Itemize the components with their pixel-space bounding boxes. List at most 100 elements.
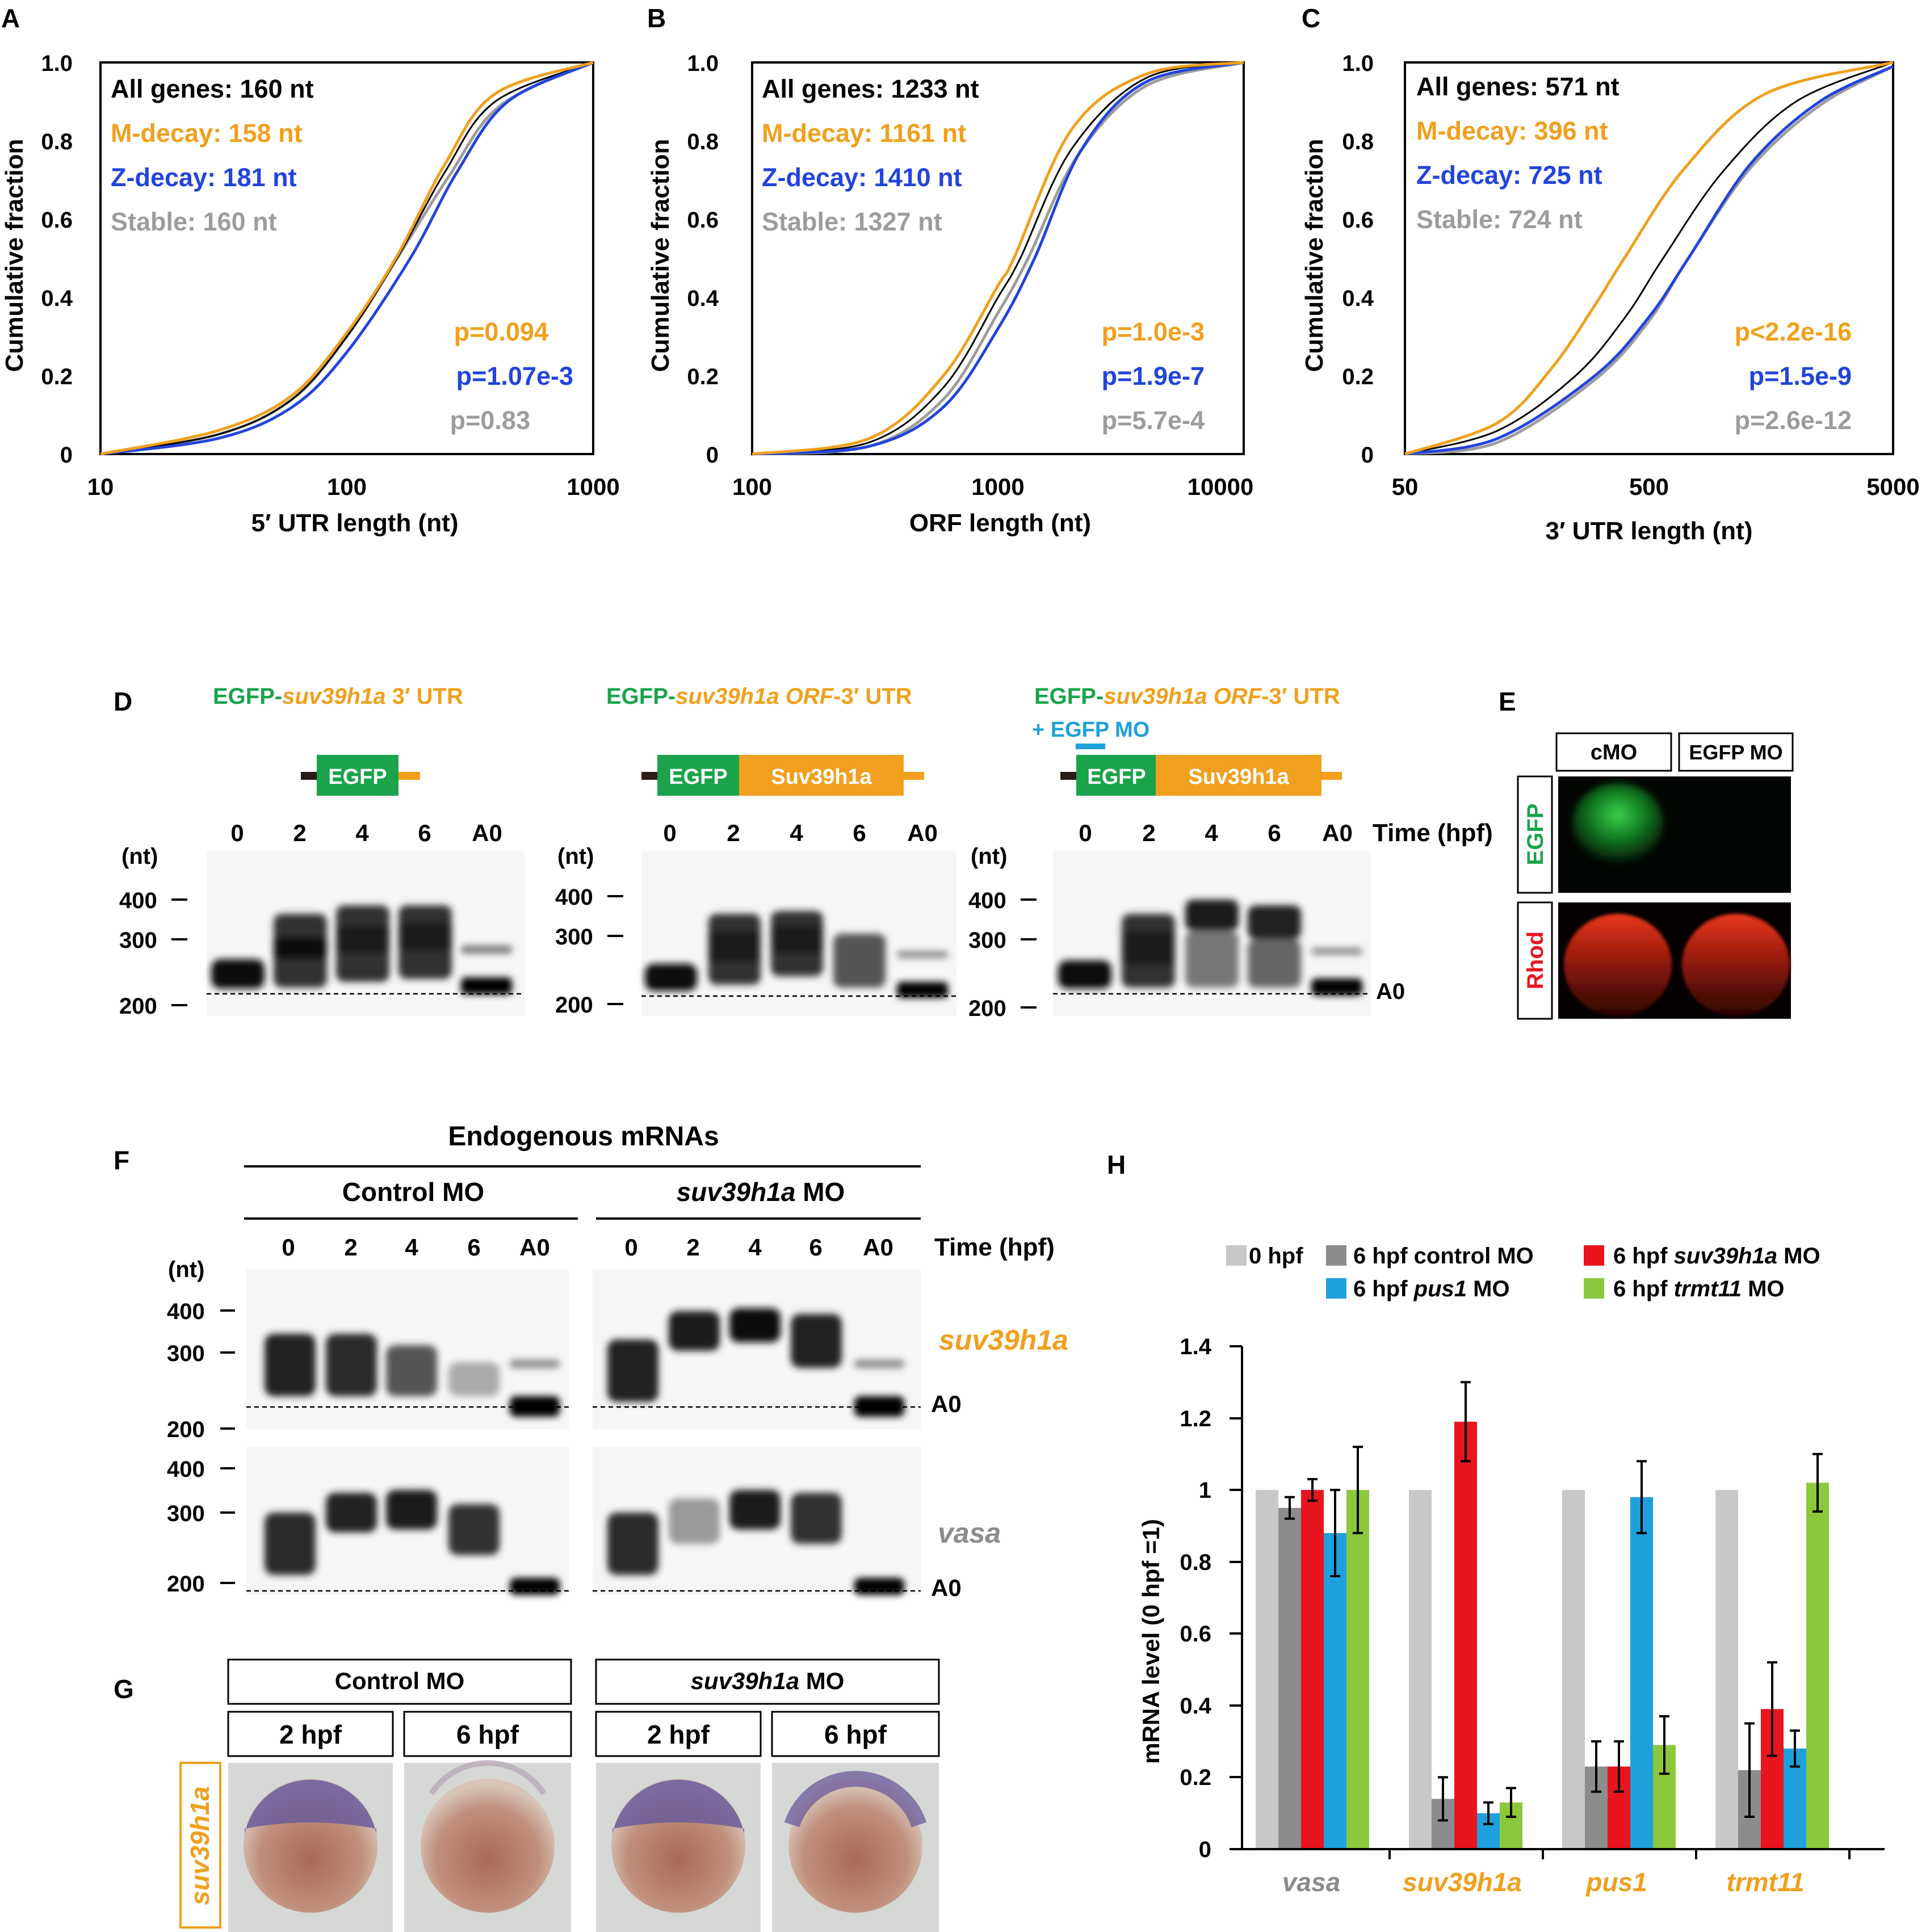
axes (1230, 1345, 1885, 1859)
size-markers-gel-2: (nt) 400 300 200 (555, 844, 623, 1018)
y-axis-label: Cumulative fraction (1, 139, 28, 372)
y-tick-label: 0.2 (1180, 1765, 1211, 1790)
x-tick-label: 500 (1629, 473, 1669, 500)
bar-series (1256, 1381, 1829, 1849)
column-header-egfp-mo: EGFP MO (1689, 741, 1782, 764)
x-tick-label: 10000 (1188, 473, 1254, 500)
bar-vasa-control-mo (1278, 1507, 1301, 1849)
marker-300: 300 (167, 1501, 205, 1526)
marker-200: 200 (167, 1417, 205, 1442)
x-axis-label: 5′ UTR length (nt) (251, 509, 459, 537)
lane-label: A0 (863, 1234, 893, 1261)
y-tick-label: 0.2 (1342, 364, 1374, 389)
legend-z-decay: Z-decay: 725 nt (1416, 161, 1602, 190)
lane-labels-gel-2: 0 2 4 6 A0 (663, 820, 938, 846)
y-axis-label: mRNA level (0 hpf =1) (1138, 1519, 1164, 1763)
nt-label: (nt) (168, 1257, 204, 1282)
gel-F-suv39h1a-mo (593, 1269, 921, 1429)
y-tick-labels: 0 0.2 0.4 0.6 0.8 1 1.2 1.4 (1180, 1334, 1211, 1862)
legend-stable: Stable: 160 nt (111, 207, 277, 236)
marker-200: 200 (555, 993, 593, 1018)
legend-trmt11-mo: 6 hpf trmt11 MO (1613, 1276, 1785, 1301)
panel-letter: C (1302, 3, 1320, 33)
error-bar-trmt11-suv39h1a-mo (1767, 1661, 1777, 1757)
a0-label: A0 (931, 1391, 962, 1417)
panel-letter: H (1107, 1150, 1126, 1179)
time-6hpf: 6 hpf (824, 1720, 887, 1749)
lane-labels-gel-3: 0 2 4 6 A0 (1079, 820, 1353, 846)
legend-stable: Stable: 1327 nt (762, 207, 942, 236)
lane-label: 0 (1079, 820, 1092, 846)
y-tick-label: 0 (1199, 1837, 1211, 1862)
panel-E: E cMO EGFP MO EGFP Rhod (1499, 687, 1794, 1020)
cdf-line-z-decay (100, 61, 594, 456)
gel-D-3: A0 (1053, 851, 1405, 1016)
y-tick-label: 0.8 (1342, 129, 1374, 154)
a0-label: A0 (931, 1574, 962, 1601)
y-tick-label: 0.8 (687, 129, 719, 154)
column-header-cmo: cMO (1591, 741, 1637, 765)
nt-label: (nt) (121, 844, 158, 869)
marker-300: 300 (968, 928, 1006, 953)
error-bar-suv39h1a-suv39h1a-mo (1461, 1381, 1471, 1463)
suv39h1a-box-label: Suv39h1a (771, 765, 872, 789)
cdf-line-m-decay (100, 61, 594, 456)
cdf-line-m-decay (1404, 61, 1894, 456)
legend-m-decay: M-decay: 158 nt (111, 119, 303, 148)
marker-400: 400 (555, 885, 593, 910)
panel-G: G Control MO suv39h1a MO 2 hpf 6 hpf 2 h… (114, 1658, 940, 1932)
error-bar-trmt11-pus1-mo (1790, 1729, 1800, 1768)
x-tick-labels: 10 100 1000 (87, 473, 620, 500)
lane-label: 2 (344, 1234, 357, 1261)
bar-trmt11-0hpf (1715, 1490, 1738, 1849)
bar-suv39h1a-suv39h1a-mo (1454, 1421, 1477, 1849)
lane-label: A0 (472, 820, 502, 846)
legend-swatch-suv39h1a (1584, 1245, 1604, 1266)
lane-label: 0 (282, 1234, 295, 1261)
group-suv39h1a-mo: suv39h1a MO (691, 1668, 845, 1694)
y-tick-label: 1.0 (687, 51, 719, 76)
x-tick-label: 100 (732, 473, 772, 500)
error-bar-pus1-suv39h1a-mo (1614, 1740, 1624, 1793)
error-bar-vasa-trmt11-mo (1353, 1446, 1363, 1535)
legend-pus1-mo: 6 hpf pus1 MO (1353, 1276, 1510, 1301)
p-values: p<2.2e-16 p=1.5e-9 p=2.6e-12 (1735, 317, 1852, 435)
error-bar-vasa-suv39h1a-mo (1307, 1478, 1318, 1502)
lane-label: 2 (293, 820, 306, 846)
y-tick-label: 0 (706, 443, 719, 468)
panel-B: B Cumulative fraction 0 0.2 0.4 0.6 0.8 … (647, 3, 1253, 537)
y-tick-label: 0 (1361, 443, 1374, 468)
error-bar-suv39h1a-control-mo (1438, 1776, 1448, 1822)
y-axis-label: Cumulative fraction (1300, 139, 1328, 372)
legend: All genes: 1233 nt M-decay: 1161 nt Z-de… (762, 74, 979, 236)
x-category-labels: vasa suv39h1a pus1 trmt11 (1282, 1867, 1805, 1897)
y-tick-label: 0.8 (1180, 1550, 1211, 1575)
bar-pus1-pus1-mo (1630, 1497, 1653, 1849)
time-2hpf: 2 hpf (647, 1720, 710, 1749)
rhod-image (1558, 902, 1791, 1019)
egfp-image (1558, 776, 1791, 893)
y-tick-label: 0 (60, 443, 73, 468)
gene-label: suv39h1a (185, 1786, 215, 1905)
construct-title-3: EGFP-suv39h1a ORF-3′ UTR (1034, 684, 1340, 709)
gene-label-vasa: vasa (938, 1517, 1001, 1549)
bar-vasa-0hpf (1256, 1490, 1278, 1849)
construct-title-2: EGFP-suv39h1a ORF-3′ UTR (606, 684, 912, 709)
a0-label: A0 (1376, 979, 1405, 1004)
cdf-line-m-decay (752, 61, 1244, 456)
legend-swatch-pus1 (1326, 1278, 1346, 1299)
time-label: Time (hpf) (1373, 819, 1493, 847)
category-label-pus1: pus1 (1585, 1867, 1647, 1897)
y-tick-label: 0.4 (1180, 1694, 1211, 1719)
group-control-mo: Control MO (335, 1668, 465, 1694)
legend-stable: Stable: 724 nt (1416, 205, 1583, 234)
panel-C: C Cumulative fraction 0 0.2 0.4 0.6 0.8 … (1300, 3, 1920, 545)
y-tick-labels: 0 0.2 0.4 0.6 0.8 1.0 (687, 51, 719, 468)
legend-z-decay: Z-decay: 1410 nt (762, 163, 962, 192)
construct-schematic-1: EGFP (301, 755, 420, 796)
egfp-box-label: EGFP (669, 765, 727, 789)
legend-swatch-0hpf (1226, 1245, 1247, 1266)
lane-label: 6 (853, 820, 866, 846)
y-axis-label: Cumulative fraction (647, 139, 674, 372)
